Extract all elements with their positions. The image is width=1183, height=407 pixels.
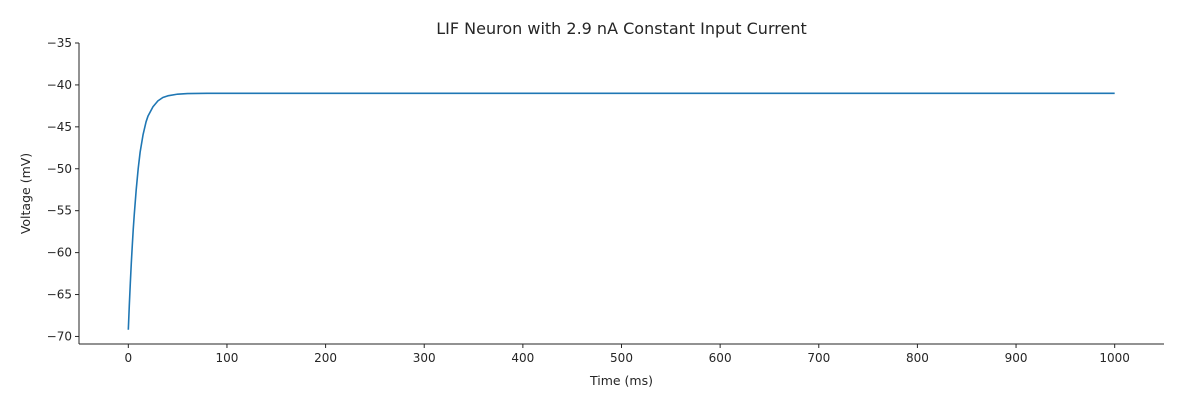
y-tick-label: −35: [47, 36, 72, 50]
y-tick-label: −40: [47, 78, 72, 92]
y-axis-label: Voltage (mV): [18, 153, 33, 234]
y-tick-label: −45: [47, 120, 72, 134]
x-tick-label: 700: [807, 351, 830, 365]
series-group: [127, 92, 1115, 330]
x-tick-label: 200: [314, 351, 337, 365]
plot-area: 0 100 200 300 400 500 600 700 800 900 1000 −70−65−…: [47, 36, 1164, 365]
x-tick-label: 500: [610, 351, 633, 365]
x-tick-label: 100: [216, 351, 239, 365]
x-tick-label: 600: [709, 351, 732, 365]
x-axis-ticks: 0 100 200 300 400 500 600 700 800 900 1000: [124, 344, 1130, 365]
x-tick-label: 800: [906, 351, 929, 365]
y-axis-ticks: −70 −65 −60 −55 −50 −45 −40 −35: [47, 36, 79, 343]
x-tick-label: 1000: [1099, 351, 1130, 365]
chart-title: LIF Neuron with 2.9 nA Constant Input Cu…: [436, 19, 806, 38]
y-tick-label: −70: [47, 329, 72, 343]
y-tick-label: −60: [47, 246, 72, 260]
y-tick-label: −55: [47, 204, 72, 218]
y-tick-label: −65: [47, 288, 72, 302]
series-line: [127, 92, 1115, 330]
x-tick-label: 300: [413, 351, 436, 365]
x-tick-label: 400: [511, 351, 534, 365]
x-tick-label: 900: [1005, 351, 1028, 365]
x-axis-label: Time (ms): [589, 373, 653, 388]
y-tick-label: −50: [47, 162, 72, 176]
x-tick-label: 0: [124, 351, 132, 365]
